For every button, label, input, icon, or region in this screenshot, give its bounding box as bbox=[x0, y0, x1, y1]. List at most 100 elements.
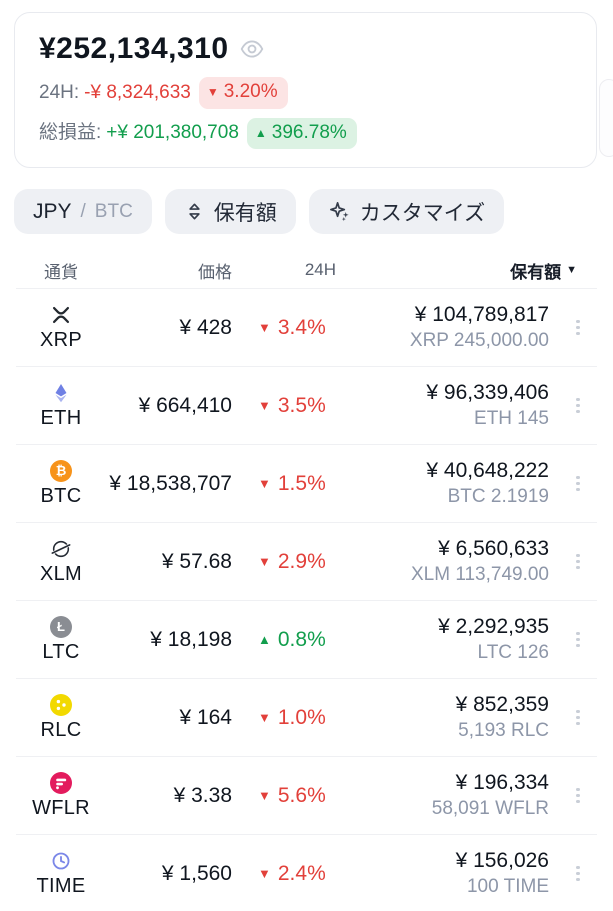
coin-symbol: LTC bbox=[42, 640, 80, 663]
table-header: 通貨 価格 24H 保有額 ▼ bbox=[16, 252, 597, 288]
coin-holdings-value: ¥ 196,334 bbox=[455, 771, 549, 795]
coin-price: ¥ 664,410 bbox=[138, 393, 232, 417]
header-change[interactable]: 24H bbox=[304, 260, 336, 280]
coin-cell: XRP bbox=[16, 304, 106, 352]
coin-symbol: BTC bbox=[40, 484, 82, 507]
change-24h-percent: 3.20% bbox=[223, 81, 278, 102]
coin-change-percent: 3.4% bbox=[277, 315, 326, 339]
row-menu-button[interactable] bbox=[559, 865, 597, 882]
kebab-menu-icon bbox=[576, 631, 580, 636]
coin-symbol: ETH bbox=[40, 406, 82, 429]
coin-row[interactable]: Ł LTC ¥ 18,198 ▲ 0.8% ¥ 2,292,935 LTC 12… bbox=[16, 600, 597, 679]
coin-holdings: ¥ 196,334 58,091 WFLR bbox=[336, 771, 559, 820]
sort-arrows-icon bbox=[184, 201, 205, 222]
row-menu-button[interactable] bbox=[559, 553, 597, 570]
summary-carousel-next-card-peek[interactable] bbox=[599, 79, 613, 157]
coin-change-24h: ▼ 1.0% bbox=[232, 706, 336, 730]
change-24h-line: 24H: -¥ 8,324,633 ▼ 3.20% bbox=[39, 77, 572, 109]
coin-holdings-amount: XLM 113,749.00 bbox=[410, 564, 549, 586]
row-menu-button[interactable] bbox=[559, 631, 597, 648]
coin-change-percent: 5.6% bbox=[277, 783, 326, 807]
customize-button[interactable]: カスタマイズ bbox=[308, 189, 505, 235]
down-triangle-icon: ▼ bbox=[258, 476, 271, 492]
coin-row[interactable]: XLM ¥ 57.68 ▼ 2.9% ¥ 6,560,633 XLM 113,7… bbox=[16, 522, 597, 601]
coin-change-percent: 1.5% bbox=[277, 471, 326, 495]
coin-change-24h: ▼ 3.4% bbox=[232, 316, 336, 340]
coin-row[interactable]: RLC ¥ 164 ▼ 1.0% ¥ 852,359 5,193 RLC bbox=[16, 678, 597, 757]
change-24h-badge: ▼ 3.20% bbox=[198, 77, 288, 109]
xrp-icon bbox=[50, 304, 72, 326]
coin-holdings-value: ¥ 40,648,222 bbox=[426, 459, 549, 483]
header-holdings[interactable]: 保有額 ▼ bbox=[336, 258, 597, 283]
rlc-icon bbox=[50, 693, 72, 716]
coin-change-24h: ▲ 0.8% bbox=[232, 628, 336, 652]
coin-change-percent: 2.4% bbox=[277, 861, 326, 885]
currency-toggle-button[interactable]: JPY / BTC bbox=[14, 189, 152, 235]
coin-change-24h: ▼ 2.4% bbox=[232, 862, 336, 886]
coin-holdings-amount: LTC 126 bbox=[477, 642, 549, 664]
ltc-icon: Ł bbox=[50, 615, 72, 638]
coin-cell: ₿ BTC bbox=[16, 459, 106, 508]
sort-button[interactable]: 保有額 bbox=[164, 189, 296, 235]
coin-holdings-value: ¥ 6,560,633 bbox=[438, 537, 549, 561]
row-menu-button[interactable] bbox=[559, 319, 597, 336]
currency-divider: / bbox=[80, 200, 86, 222]
header-coin[interactable]: 通貨 bbox=[44, 262, 78, 282]
coin-price: ¥ 164 bbox=[179, 705, 232, 729]
down-triangle-icon: ▼ bbox=[258, 554, 271, 570]
total-pl-percent: 396.78% bbox=[271, 121, 347, 143]
down-triangle-icon: ▼ bbox=[206, 85, 219, 100]
coin-row[interactable]: WFLR ¥ 3.38 ▼ 5.6% ¥ 196,334 58,091 WFLR bbox=[16, 756, 597, 835]
coin-symbol: RLC bbox=[40, 718, 82, 741]
sparkle-icon bbox=[328, 200, 351, 223]
coin-price: ¥ 18,198 bbox=[150, 627, 232, 651]
coin-price: ¥ 57.68 bbox=[161, 549, 232, 573]
total-pl-value: +¥ 201,380,708 bbox=[106, 122, 239, 144]
row-menu-button[interactable] bbox=[559, 709, 597, 726]
coin-holdings-amount: 5,193 RLC bbox=[458, 720, 549, 742]
eye-icon[interactable] bbox=[239, 36, 265, 62]
coin-price: ¥ 1,560 bbox=[161, 861, 232, 885]
coin-change-percent: 0.8% bbox=[277, 627, 326, 651]
coin-price: ¥ 428 bbox=[179, 315, 232, 339]
row-menu-button[interactable] bbox=[559, 475, 597, 492]
coin-symbol: TIME bbox=[36, 874, 86, 897]
coin-cell: ETH bbox=[16, 382, 106, 430]
customize-button-label: カスタマイズ bbox=[359, 201, 486, 225]
coin-change-24h: ▼ 1.5% bbox=[232, 472, 336, 496]
coin-row[interactable]: TIME ¥ 1,560 ▼ 2.4% ¥ 156,026 100 TIME bbox=[16, 834, 597, 911]
kebab-menu-icon bbox=[576, 397, 580, 402]
coin-holdings-amount: XRP 245,000.00 bbox=[409, 330, 549, 352]
coin-holdings: ¥ 2,292,935 LTC 126 bbox=[336, 615, 559, 664]
kebab-menu-icon bbox=[576, 865, 580, 870]
coin-row[interactable]: XRP ¥ 428 ▼ 3.4% ¥ 104,789,817 XRP 245,0… bbox=[16, 288, 597, 367]
coin-holdings: ¥ 96,339,406 ETH 145 bbox=[336, 381, 559, 430]
row-menu-button[interactable] bbox=[559, 787, 597, 804]
kebab-menu-icon bbox=[576, 709, 580, 714]
coin-holdings-value: ¥ 104,789,817 bbox=[414, 303, 549, 327]
kebab-menu-icon bbox=[576, 553, 580, 558]
row-menu-button[interactable] bbox=[559, 397, 597, 414]
coin-cell: TIME bbox=[16, 850, 106, 898]
coin-change-percent: 2.9% bbox=[277, 549, 326, 573]
down-triangle-icon: ▼ bbox=[258, 398, 271, 414]
coin-row[interactable]: ETH ¥ 664,410 ▼ 3.5% ¥ 96,339,406 ETH 14… bbox=[16, 366, 597, 445]
coin-row[interactable]: ₿ BTC ¥ 18,538,707 ▼ 1.5% ¥ 40,648,222 B… bbox=[16, 444, 597, 523]
coin-change-percent: 1.0% bbox=[277, 705, 326, 729]
change-24h-value: -¥ 8,324,633 bbox=[84, 81, 191, 103]
currency-secondary-label: BTC bbox=[94, 200, 133, 222]
xlm-icon bbox=[50, 538, 72, 560]
down-triangle-icon: ▼ bbox=[258, 320, 271, 336]
header-price[interactable]: 価格 bbox=[198, 262, 232, 282]
coin-holdings: ¥ 104,789,817 XRP 245,000.00 bbox=[336, 303, 559, 352]
coin-change-percent: 3.5% bbox=[277, 393, 326, 417]
btc-icon: ₿ bbox=[50, 459, 72, 482]
coin-holdings: ¥ 40,648,222 BTC 2.1919 bbox=[336, 459, 559, 508]
coin-holdings: ¥ 156,026 100 TIME bbox=[336, 849, 559, 898]
total-pl-line: 総損益: +¥ 201,380,708 ▲ 396.78% bbox=[39, 117, 572, 150]
coin-cell: WFLR bbox=[16, 771, 106, 820]
coin-price: ¥ 3.38 bbox=[173, 783, 232, 807]
total-portfolio-value: ¥252,134,310 bbox=[39, 32, 229, 65]
wflr-icon bbox=[50, 771, 72, 794]
filter-bar: JPY / BTC 保有額 カスタマイズ bbox=[14, 189, 597, 235]
